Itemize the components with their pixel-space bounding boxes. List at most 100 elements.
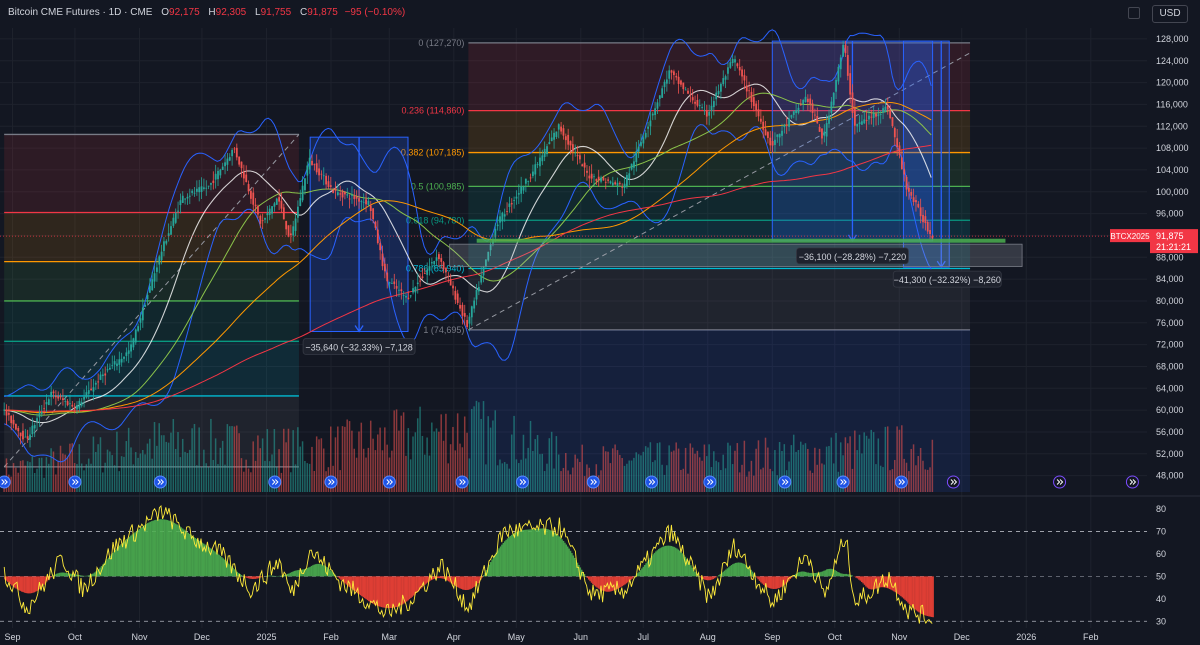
volume-bar [407, 428, 410, 492]
rsi-fill [771, 576, 773, 589]
symbol-legend[interactable]: Bitcoin CME Futures · 1D · CME O92,175 H… [8, 7, 405, 18]
candle-body [567, 134, 570, 145]
fib-retracement-1[interactable] [3, 133, 300, 468]
volume-bar [40, 457, 43, 492]
volume-bar [428, 455, 431, 492]
price-range-boxes[interactable] [309, 40, 950, 333]
rsi-fill [368, 576, 370, 602]
rsi-fill [569, 550, 572, 577]
volume-bar [257, 435, 259, 492]
rsi-fill [340, 576, 342, 580]
volume-bar [151, 458, 153, 492]
rsi-fill [629, 576, 632, 580]
candle-body [473, 300, 476, 309]
candle-body [524, 178, 527, 184]
event-markers[interactable] [0, 475, 1139, 489]
settings-icon[interactable] [1128, 7, 1140, 19]
rsi-fill [8, 576, 10, 584]
volume-bar [452, 426, 454, 492]
candle-body [167, 233, 170, 237]
range-label-box [892, 270, 1002, 288]
date-tick-label: Feb [323, 632, 339, 642]
rsi-line [3, 504, 933, 625]
rsi-fill [201, 542, 204, 577]
volume-bar [43, 477, 45, 492]
volume-bar [271, 454, 273, 492]
rsi-fill [250, 576, 253, 579]
volume-bar [351, 430, 353, 492]
rsi-fill [138, 529, 141, 577]
rsi-fill [375, 576, 377, 606]
event-marker-glyph [271, 479, 279, 485]
rsi-fill [194, 537, 197, 577]
rsi-fill [508, 537, 510, 577]
candle-body [517, 193, 520, 195]
volume-bar [478, 402, 480, 492]
candle-body [532, 171, 534, 176]
rsi-fill [34, 576, 37, 592]
volume-bar [807, 448, 809, 492]
rsi-fill [202, 543, 205, 577]
volume-bar [715, 460, 717, 492]
volume-bar [717, 462, 720, 492]
close-value: 91,875 [307, 7, 338, 18]
rsi-fill [107, 557, 110, 577]
candle-body [163, 241, 165, 252]
candle-body [717, 90, 720, 95]
rsi-fill [568, 548, 570, 577]
volume-bar [447, 463, 450, 492]
rsi-fill [699, 576, 702, 578]
volume-bar [487, 416, 489, 492]
volume-bar [619, 454, 621, 492]
rsi-fill [200, 541, 202, 577]
volume-bar [158, 423, 160, 492]
candle-body [346, 194, 349, 196]
volume-bar [449, 444, 452, 492]
candle-body [134, 329, 137, 343]
rsi-fill [370, 576, 373, 603]
rsi-fill [589, 576, 591, 582]
price-tick-label: 88,000 [1156, 252, 1184, 262]
currency-button[interactable]: USD [1152, 5, 1188, 23]
rsi-fill [921, 576, 923, 614]
candle-body [294, 218, 297, 231]
rsi-fill [627, 576, 629, 583]
rsi-fill [432, 576, 435, 580]
candle-body [369, 205, 372, 212]
candle-body [738, 66, 741, 71]
candle-body [22, 430, 24, 440]
volume-bar [109, 451, 111, 492]
rsi-fill [421, 576, 423, 588]
symbol-name[interactable]: Bitcoin CME Futures · 1D · CME [8, 7, 153, 18]
rsi-fill [344, 576, 346, 584]
candle-body [156, 267, 158, 272]
rsi-fill [558, 536, 561, 577]
candle-body [69, 403, 71, 405]
candle-body [245, 174, 248, 182]
volume-bar [825, 446, 828, 492]
rsi-fill [246, 576, 248, 578]
candle-body [828, 115, 830, 124]
candle-body [153, 273, 156, 282]
rsi-fill [130, 535, 132, 577]
volume-bar [226, 424, 229, 492]
rsi-fill [487, 567, 489, 577]
candle-body [898, 145, 901, 155]
price-tick-label: 76,000 [1156, 318, 1184, 328]
volume-bar [264, 460, 266, 492]
candle-body [771, 141, 774, 146]
rsi-fill [797, 572, 800, 577]
rsi-fill [692, 569, 695, 577]
candle-body [99, 374, 102, 380]
volume-bar [268, 461, 271, 492]
candle-body [924, 216, 927, 224]
rsi-fill [377, 576, 380, 607]
rsi-fill [488, 564, 491, 577]
candle-body [889, 109, 892, 118]
rsi-fill [718, 575, 720, 577]
volume-bar [635, 452, 638, 492]
rsi-fill [131, 534, 134, 577]
rsi-fill [214, 551, 216, 577]
candle-body [496, 224, 499, 227]
